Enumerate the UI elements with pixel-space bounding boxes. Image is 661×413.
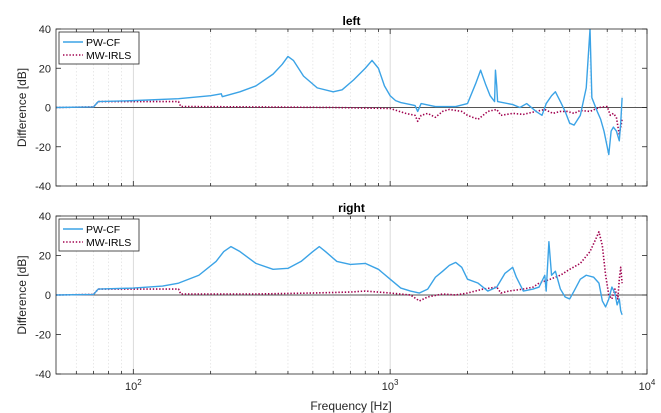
y-tick-label: 40 <box>39 24 51 36</box>
y-axis-label: Difference [dB] <box>15 255 29 334</box>
legend-label: PW-CF <box>86 37 120 49</box>
y-tick-label: -40 <box>35 369 51 381</box>
x-axis-label: Frequency [Hz] <box>310 399 391 413</box>
plot-frame <box>55 28 648 187</box>
x-tick-base: 10 <box>125 381 137 393</box>
x-tick-exponent: 2 <box>137 378 142 387</box>
x-tick-label: 104 <box>639 378 656 393</box>
x-tick-base: 10 <box>382 381 394 393</box>
legend-box <box>58 218 140 252</box>
y-tick-label: -40 <box>35 181 51 193</box>
y-tick-label: 0 <box>45 103 51 115</box>
legend-label: PW-CF <box>86 224 120 236</box>
panel-title: left <box>343 14 361 28</box>
y-tick-label: 20 <box>39 251 51 263</box>
plot-frame <box>55 215 648 375</box>
x-tick-label: 102 <box>125 378 142 393</box>
y-tick-label: -20 <box>35 330 51 342</box>
panel-title: right <box>338 201 365 215</box>
y-axis-label: Difference [dB] <box>15 68 29 147</box>
x-tick-exponent: 4 <box>651 378 656 387</box>
legend-box <box>58 31 140 65</box>
y-tick-label: 20 <box>39 63 51 75</box>
panel-left: -40 -20 0 20 40 Difference [dB] left PW-CFMW-IR… <box>15 14 648 193</box>
y-tick-label: 40 <box>39 211 51 223</box>
y-tick-label: -20 <box>35 142 51 154</box>
legend-label: MW-IRLS <box>86 237 131 249</box>
x-tick-exponent: 3 <box>394 378 399 387</box>
legend-label: MW-IRLS <box>86 50 131 62</box>
panel-right: -40 -20 0 20 40 Difference [dB] right PW-CFMW-I… <box>15 201 656 393</box>
x-tick-label: 103 <box>382 378 399 393</box>
series-line-mw-irls <box>56 100 623 136</box>
series-line-pw-cf <box>56 240 623 315</box>
x-tick-base: 10 <box>639 381 651 393</box>
series-line-pw-cf <box>56 29 623 156</box>
series-line-mw-irls <box>56 231 623 302</box>
y-tick-label: 0 <box>45 290 51 302</box>
